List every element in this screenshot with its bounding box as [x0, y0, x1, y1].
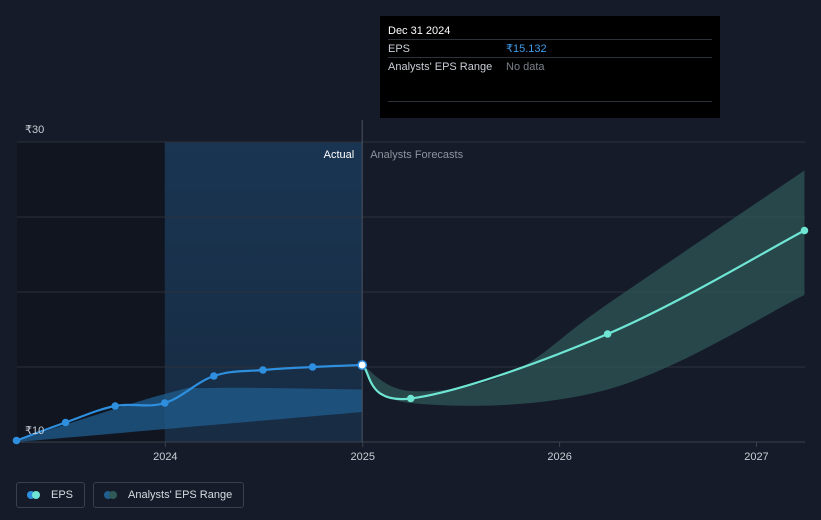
tooltip-divider: [388, 101, 712, 102]
series-lines: [16, 229, 805, 442]
legend-eps-label: EPS: [51, 489, 74, 501]
range-area-actual: [16, 387, 363, 442]
eps-point-actual[interactable]: [259, 366, 267, 374]
legend-range-label: Analysts' EPS Range: [128, 489, 233, 501]
tooltip-row-range: Analysts' EPS Range No data: [388, 57, 712, 75]
eps-point-actual[interactable]: [160, 399, 169, 407]
forecast-section-label: Analysts Forecasts: [370, 149, 463, 161]
tooltip-row-eps: EPS ₹15.132: [388, 39, 712, 57]
eps-point-forecast[interactable]: [603, 330, 612, 338]
y-tick-label-30: ₹30: [25, 124, 44, 136]
x-tick-label-2024: 2024: [153, 451, 177, 463]
tooltip-eps-label: EPS: [388, 42, 411, 55]
eps-point-forecast[interactable]: [800, 226, 809, 235]
tooltip-range-label: Analysts' EPS Range: [388, 60, 493, 73]
legend-item-eps[interactable]: EPS: [16, 482, 86, 508]
hover-tooltip: Dec 31 2024 EPS ₹15.132 Analysts' EPS Ra…: [380, 16, 720, 118]
actual-section-label: Actual: [324, 149, 355, 161]
series-points: [12, 226, 809, 445]
tooltip-date: Dec 31 2024: [388, 25, 451, 37]
eps-point-actual[interactable]: [111, 402, 119, 410]
eps-point-actual[interactable]: [357, 360, 368, 370]
tooltip-range-value: No data: [506, 60, 545, 73]
range-areas: [16, 170, 805, 442]
x-tick-label-2027: 2027: [744, 451, 768, 463]
eps-point-forecast[interactable]: [406, 394, 415, 403]
eps-dots-icon: [27, 491, 43, 499]
eps-point-actual[interactable]: [210, 372, 218, 380]
range-area-forecast: [362, 170, 805, 406]
tooltip-eps-value: ₹15.132: [506, 43, 547, 55]
x-tick-label-2025: 2025: [350, 451, 374, 463]
chart-legend: EPS Analysts' EPS Range: [16, 482, 245, 508]
eps-point-actual[interactable]: [308, 363, 317, 371]
x-tick-label-2026: 2026: [547, 451, 571, 463]
eps-line-actual: [16, 363, 363, 442]
eps-point-actual[interactable]: [61, 418, 70, 427]
y-tick-label-10: ₹10: [25, 425, 44, 437]
legend-item-range[interactable]: Analysts' EPS Range: [93, 482, 245, 508]
range-dots-icon: [104, 491, 120, 499]
eps-line-forecast: [361, 229, 805, 401]
eps-point-actual[interactable]: [12, 436, 21, 445]
x-axis-ticks: 2024 2025 2026 2027: [153, 451, 769, 463]
